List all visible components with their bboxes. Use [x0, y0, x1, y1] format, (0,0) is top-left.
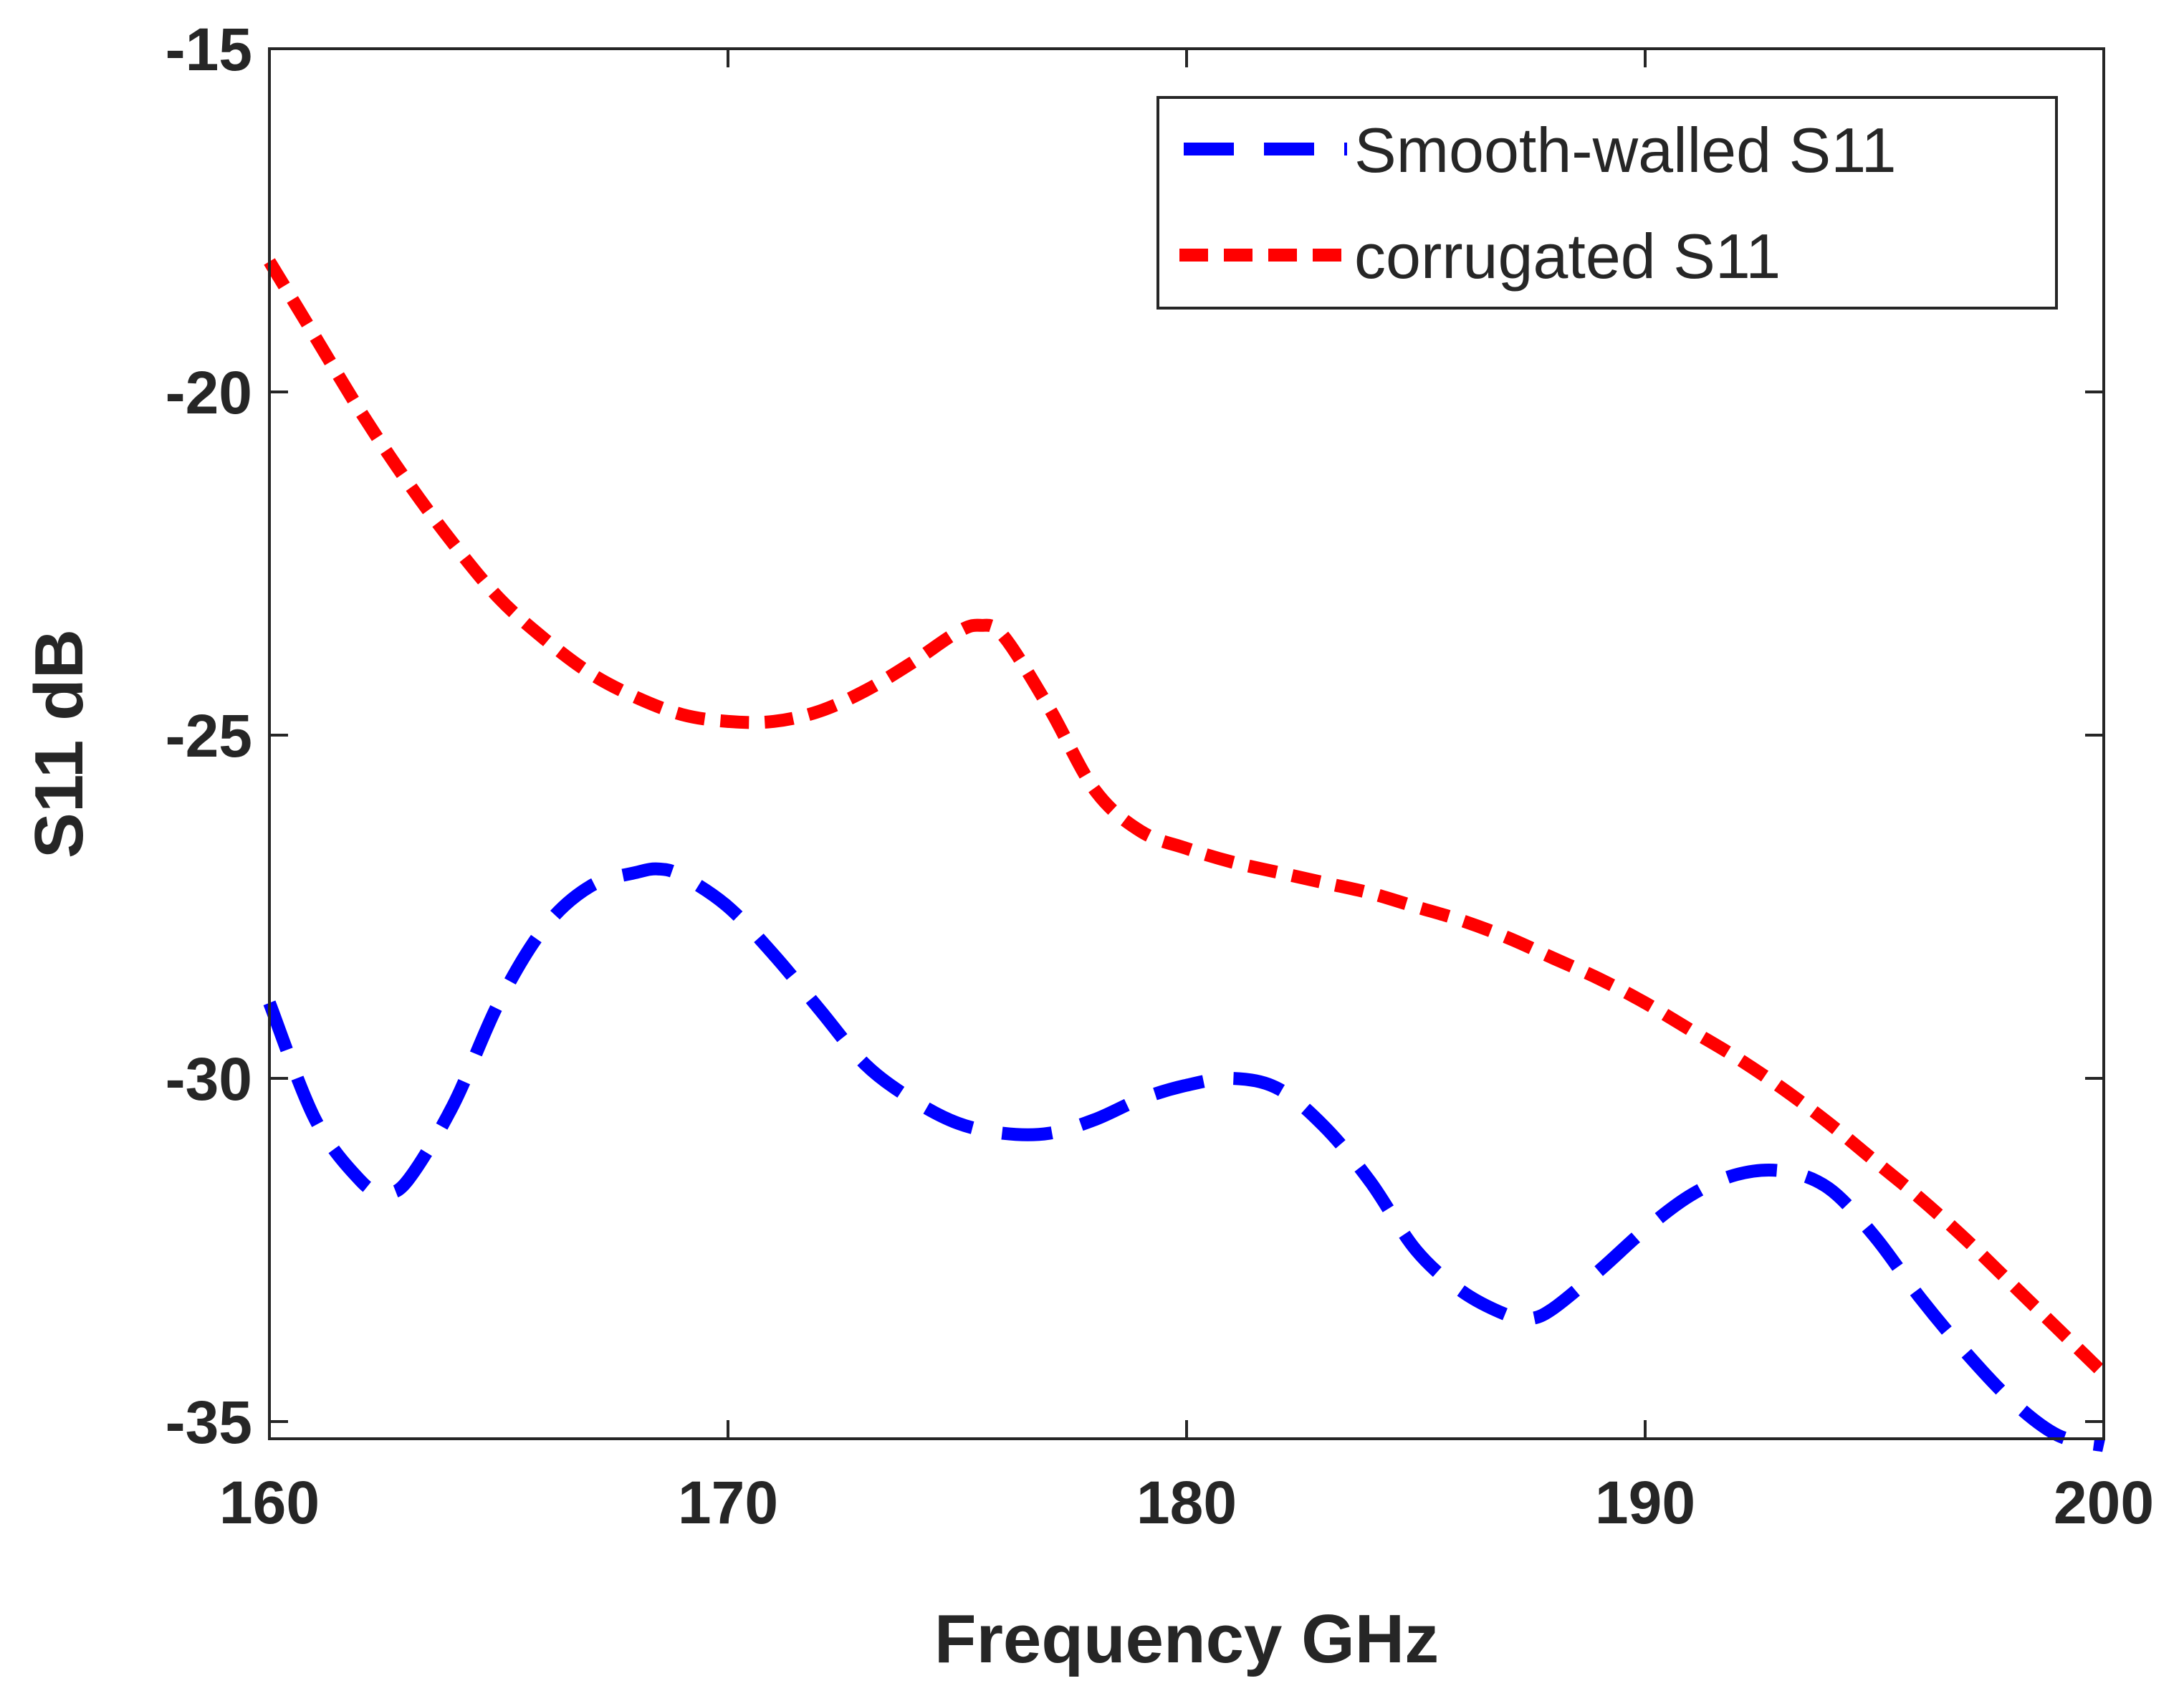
y-tick-label: -30 — [166, 1045, 252, 1113]
series-layer — [263, 258, 2109, 1452]
y-tick-label: -20 — [166, 359, 252, 426]
tick-label-layer: 160 170 180 190 200 -35 -30 -25 -20 -15 — [166, 16, 2154, 1536]
legend-label-smooth-walled: Smooth-walled S11 — [1354, 115, 1897, 186]
legend-box — [1156, 96, 2058, 310]
legend: Smooth-walled S11 corrugated S11 — [1156, 96, 2058, 310]
tick-layer — [268, 47, 2105, 1439]
x-tick-label: 160 — [219, 1469, 320, 1536]
series-line-smooth-walled — [263, 862, 2105, 1452]
x-tick-label: 200 — [2054, 1469, 2154, 1536]
legend-label-corrugated: corrugated S11 — [1354, 221, 1781, 292]
y-tick-label: -25 — [166, 702, 252, 770]
x-axis-label: Frequency GHz — [934, 1601, 1439, 1677]
y-tick-label: -35 — [166, 1389, 252, 1456]
series-line-corrugated — [264, 258, 2109, 1379]
y-axis-label: S11 dB — [21, 629, 97, 858]
x-tick-label: 170 — [678, 1469, 778, 1536]
x-tick-label: 190 — [1595, 1469, 1695, 1536]
x-tick-label: 180 — [1136, 1469, 1237, 1536]
y-tick-label: -15 — [166, 16, 252, 83]
